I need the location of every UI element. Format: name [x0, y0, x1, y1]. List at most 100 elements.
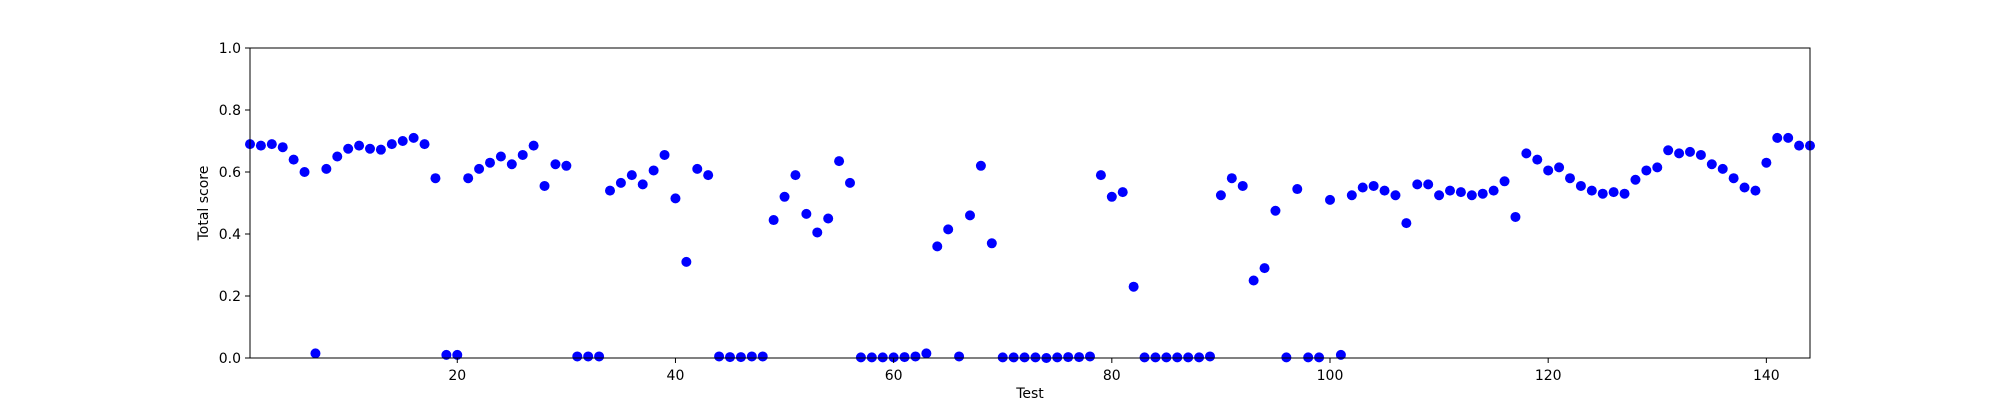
y-tick-label: 0.6 [219, 165, 241, 181]
data-point [1139, 352, 1150, 363]
data-point [1488, 185, 1499, 196]
data-point [1652, 162, 1663, 173]
data-point [419, 139, 430, 150]
data-point [1434, 190, 1445, 201]
data-point [1543, 165, 1554, 176]
y-tick-label: 0.4 [219, 227, 241, 243]
data-point [452, 349, 463, 360]
data-point [1455, 187, 1466, 198]
data-point [321, 163, 332, 174]
y-tick-label: 0.0 [219, 351, 241, 367]
data-point [1412, 179, 1423, 190]
data-point [1554, 162, 1565, 173]
data-point [397, 136, 408, 146]
data-point [986, 238, 997, 249]
data-point [583, 351, 594, 362]
x-tick-label: 80 [1103, 368, 1121, 384]
data-point [1215, 190, 1226, 201]
data-point [474, 163, 485, 174]
data-point [866, 352, 877, 363]
data-point [1270, 205, 1281, 216]
data-point [1281, 352, 1292, 363]
data-point [1008, 352, 1019, 363]
data-point [441, 349, 452, 360]
data-point [310, 348, 321, 359]
data-point [277, 142, 288, 153]
data-point [1783, 132, 1794, 143]
data-point [1565, 173, 1575, 184]
data-point [1695, 149, 1706, 160]
data-point [1292, 184, 1303, 195]
data-point [375, 144, 386, 155]
data-point [834, 156, 845, 167]
data-point [681, 256, 692, 267]
y-tick-label: 0.8 [219, 103, 241, 119]
data-point [703, 170, 714, 181]
data-point [910, 351, 921, 362]
data-point [528, 140, 539, 151]
data-point [1161, 352, 1172, 363]
data-point [1194, 352, 1205, 363]
data-point [1150, 352, 1161, 363]
data-point [1095, 170, 1106, 181]
data-point [517, 149, 528, 160]
data-point [1074, 352, 1085, 363]
data-point [637, 179, 648, 190]
data-point [823, 213, 834, 224]
data-point [550, 159, 561, 170]
data-point [1128, 281, 1139, 292]
data-point [1019, 352, 1030, 363]
data-point [768, 215, 779, 226]
data-point [1063, 352, 1074, 363]
data-point [1368, 180, 1379, 191]
data-points [245, 132, 1815, 363]
data-point [495, 151, 506, 162]
data-point [255, 140, 266, 151]
data-point [1586, 185, 1597, 196]
data-point [899, 352, 910, 363]
data-point [779, 191, 790, 202]
data-point [1532, 154, 1543, 165]
data-point [648, 165, 659, 176]
data-point [757, 351, 768, 362]
x-axis-label: Test [1015, 386, 1044, 400]
data-point [746, 351, 757, 362]
data-point [888, 352, 899, 363]
data-point [605, 185, 615, 196]
data-point [954, 351, 965, 362]
data-point [299, 167, 310, 177]
data-point [615, 177, 626, 188]
x-tick-label: 60 [885, 368, 903, 384]
data-point [1172, 352, 1183, 363]
data-point [1390, 190, 1401, 201]
data-point [1772, 132, 1783, 143]
data-point [365, 143, 375, 154]
data-point [1259, 263, 1270, 274]
data-point [1085, 351, 1095, 362]
data-point [1794, 140, 1805, 151]
data-point [1597, 188, 1608, 199]
data-point [921, 348, 932, 359]
data-point [1750, 185, 1761, 196]
data-point [1466, 190, 1477, 201]
data-point [561, 160, 572, 171]
data-point [1739, 182, 1750, 193]
data-point [670, 193, 681, 204]
data-point [735, 352, 746, 363]
data-point [1663, 145, 1674, 156]
data-point [1630, 174, 1641, 185]
data-point [1619, 188, 1630, 199]
data-point [790, 170, 801, 181]
y-axis-label: Total score [196, 166, 212, 242]
data-point [997, 352, 1008, 363]
data-point [430, 173, 441, 184]
data-point [626, 170, 637, 181]
y-axis-ticks: 0.0 0.2 0.4 0.6 0.8 1.0 [219, 41, 250, 367]
data-point [1335, 349, 1346, 360]
data-point [594, 351, 605, 362]
data-point [965, 210, 975, 221]
data-point [1237, 180, 1248, 191]
data-point [266, 139, 277, 150]
